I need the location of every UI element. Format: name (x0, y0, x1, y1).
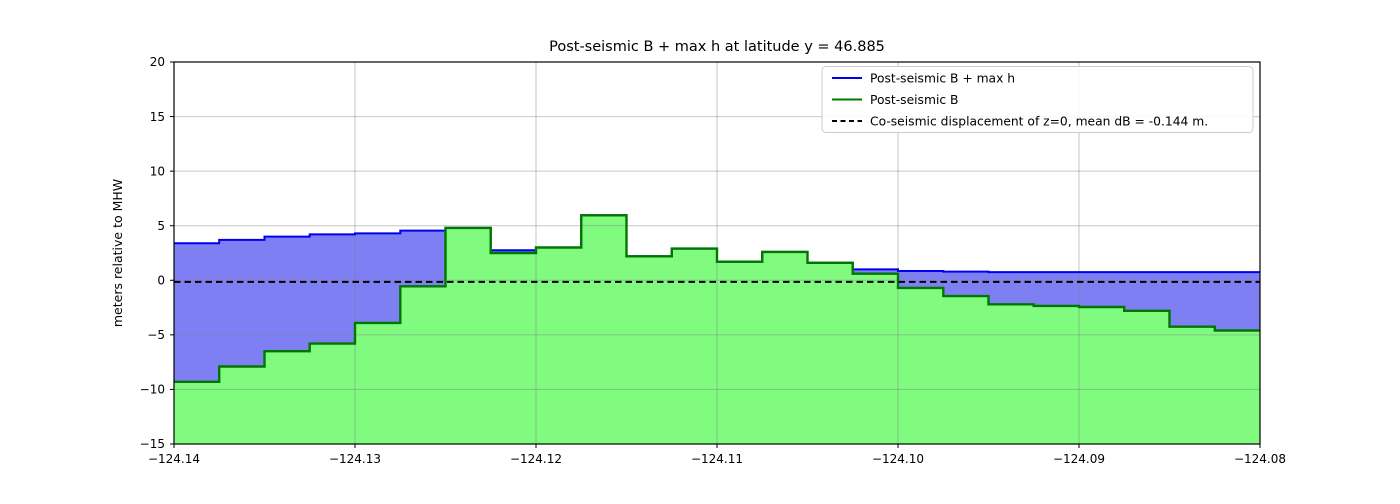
x-axis-tick-label: −124.09 (1053, 452, 1105, 466)
y-axis-tick-label: −10 (140, 383, 165, 397)
y-axis-tick-label: 10 (150, 164, 165, 178)
chart-title: Post-seismic B + max h at latitude y = 4… (549, 39, 885, 55)
legend-box (821, 66, 1254, 133)
x-axis-tick-label: −124.12 (510, 452, 562, 466)
x-axis-tick-label: −124.14 (148, 452, 200, 466)
x-axis-tick-label: −124.08 (1234, 452, 1286, 466)
legend-label: Post-seismic B + max h (870, 71, 1015, 85)
legend: Post-seismic B + max h Post-seismic B Co-s… (821, 66, 1254, 133)
x-axis-tick-label: −124.10 (872, 452, 924, 466)
y-axis-tick-label: 0 (157, 273, 165, 287)
plot-area: −124.14 −124.13 −124.12 −124.11 −124.10 −124.… (140, 55, 1286, 466)
y-axis-tick-label: 5 (157, 219, 165, 233)
x-axis-tick-label: −124.13 (329, 452, 381, 466)
y-axis-tick-label: 20 (150, 55, 165, 69)
legend-label: Post-seismic B (870, 93, 958, 107)
y-axis-tick-label: −15 (140, 437, 165, 451)
legend-label: Co-seismic displacement of z=0, mean dB … (870, 114, 1208, 128)
series-b-line (174, 214, 1260, 383)
y-axis-tick-label: 15 (150, 110, 165, 124)
x-axis-tick-label: −124.11 (691, 452, 743, 466)
y-axis-label: meters relative to MHW (110, 179, 125, 327)
y-axis-tick-label: −5 (147, 328, 165, 342)
